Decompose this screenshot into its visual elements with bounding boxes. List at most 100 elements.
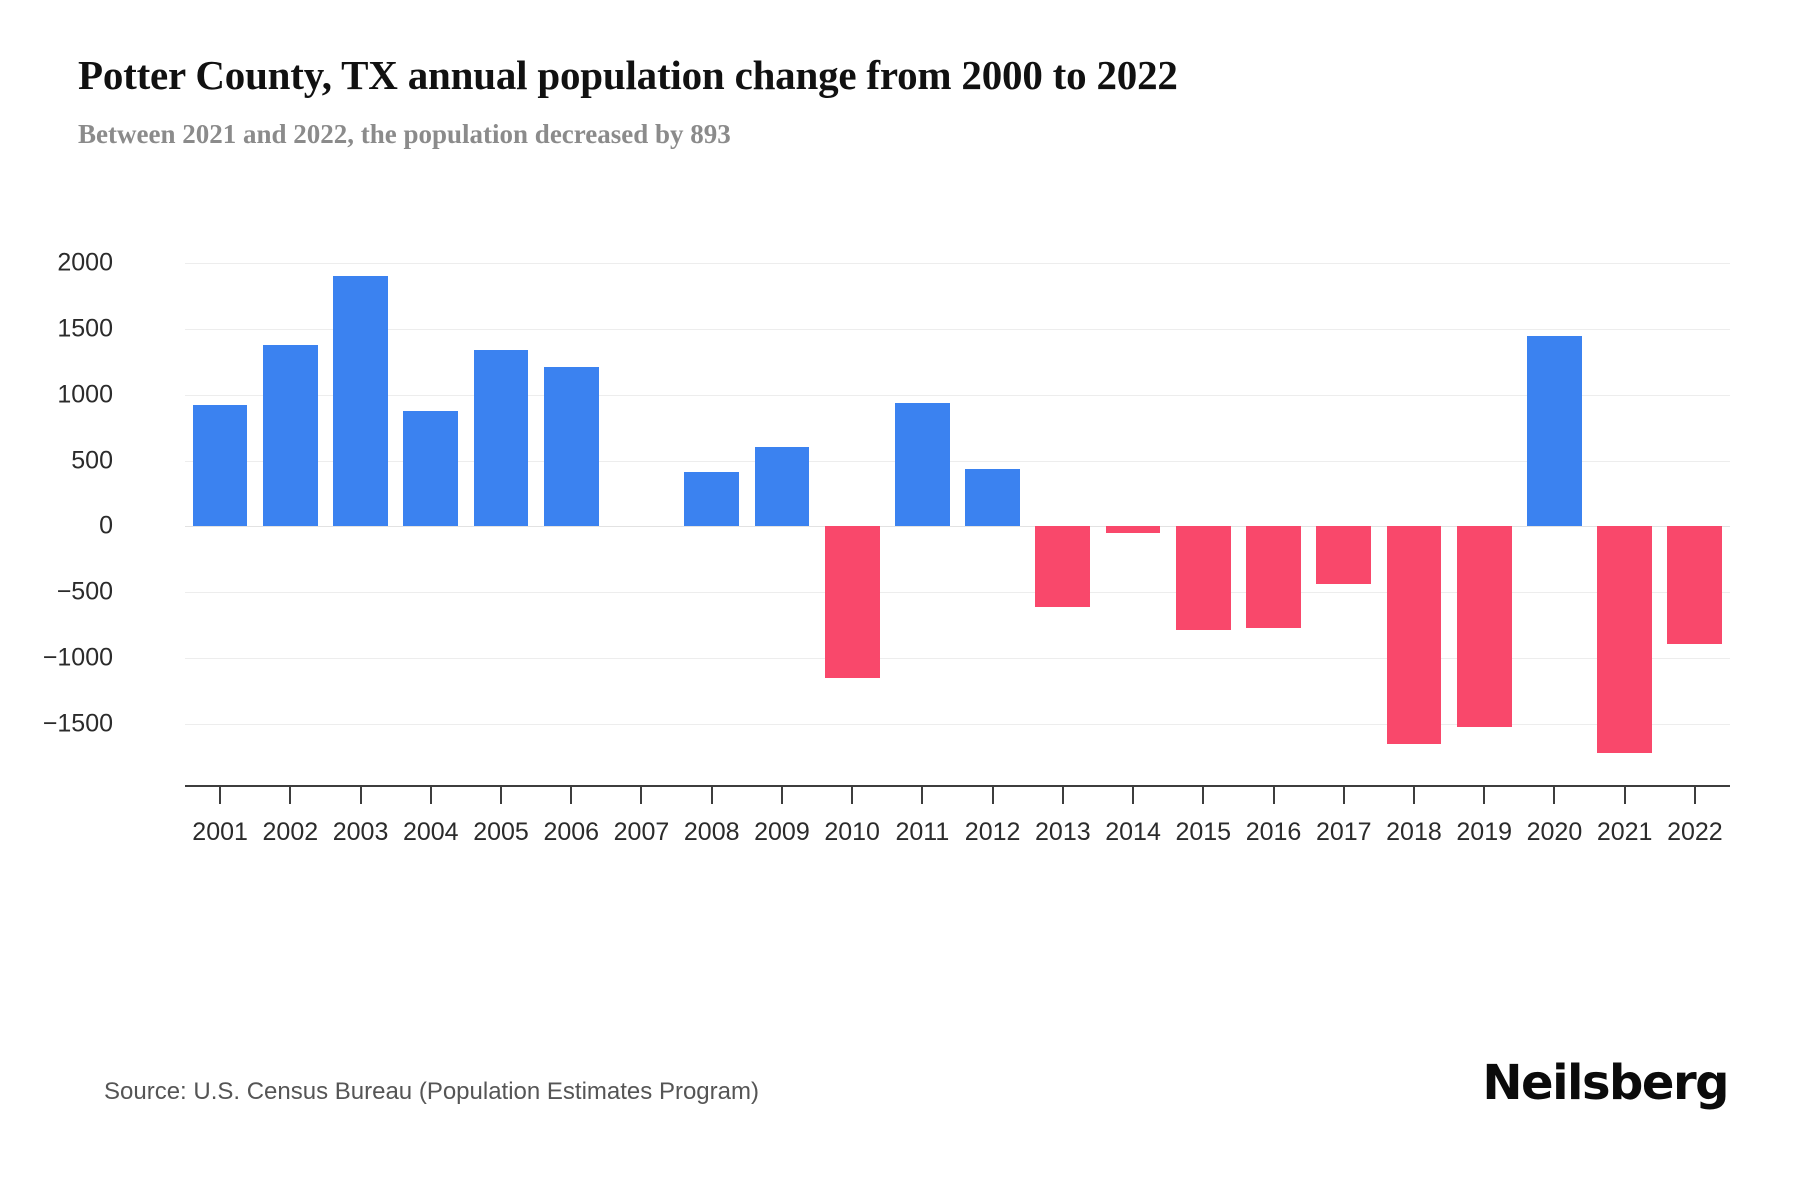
- bar-2013[interactable]: [1035, 526, 1091, 607]
- x-axis-tick: [991, 785, 994, 804]
- bar-slot[interactable]: [1309, 250, 1379, 770]
- x-axis-tick: [1623, 785, 1626, 804]
- bar-2010[interactable]: [824, 526, 880, 678]
- bar-slot[interactable]: [817, 250, 887, 770]
- bar-slot[interactable]: [536, 250, 606, 770]
- x-axis-tick: [1342, 785, 1345, 804]
- bar-slot[interactable]: [1028, 250, 1098, 770]
- y-axis-tick-label: 500: [71, 446, 113, 475]
- chart-subtitle: Between 2021 and 2022, the population de…: [78, 118, 731, 149]
- y-axis-tick-label: 0: [99, 511, 113, 540]
- x-axis-tick-label-2011: 2011: [895, 818, 950, 846]
- bar-2005[interactable]: [473, 350, 529, 527]
- bar-2009[interactable]: [754, 447, 810, 527]
- x-axis-tick: [1483, 785, 1486, 804]
- bar-2016[interactable]: [1246, 526, 1301, 628]
- bar-slot[interactable]: [887, 250, 957, 770]
- bar-slot[interactable]: [396, 250, 466, 770]
- x-axis-tick: [1272, 785, 1275, 804]
- y-axis-tick-label: −1000: [42, 643, 113, 672]
- x-axis-tick-label-2007: 2007: [613, 818, 670, 846]
- bar-slot[interactable]: [185, 250, 255, 770]
- bar-slot[interactable]: [1238, 250, 1308, 770]
- bar-2022[interactable]: [1667, 526, 1723, 644]
- x-axis-tick: [640, 785, 643, 804]
- x-axis-tick: [780, 785, 783, 804]
- bar-slot[interactable]: [958, 250, 1028, 770]
- bar-2012[interactable]: [965, 468, 1020, 527]
- x-axis-tick: [429, 785, 432, 804]
- bar-2017[interactable]: [1316, 526, 1372, 585]
- bar-slot[interactable]: [1519, 250, 1589, 770]
- bar-2002[interactable]: [262, 345, 318, 527]
- bar-2021[interactable]: [1597, 526, 1653, 753]
- x-axis-tick: [1412, 785, 1415, 804]
- x-axis-tick: [851, 785, 854, 804]
- x-axis-line: [185, 785, 1730, 787]
- bar-2006[interactable]: [543, 367, 599, 527]
- x-axis-labels: 2001 2002 2003 2004 2005 2006 2007 2008 2009 2010…: [185, 818, 1730, 858]
- bar-slot[interactable]: [1098, 250, 1168, 770]
- y-axis-tick-label: 1500: [57, 314, 113, 343]
- x-axis-tick: [289, 785, 292, 804]
- y-axis-tick-label: 1000: [57, 380, 113, 409]
- bar-slot[interactable]: [606, 250, 676, 770]
- x-axis-tick: [1132, 785, 1135, 804]
- page-title: Potter County, TX annual population chan…: [78, 52, 1178, 98]
- bar-2018[interactable]: [1386, 526, 1442, 744]
- bar-slot[interactable]: [1590, 250, 1660, 770]
- bar-2019[interactable]: [1456, 526, 1512, 727]
- x-axis-tick: [1693, 785, 1696, 804]
- x-axis-tick-label-2019: 2019: [1456, 818, 1513, 846]
- chart-header: Potter County, TX annual population chan…: [78, 52, 1728, 150]
- bar-2008[interactable]: [684, 471, 740, 527]
- x-axis-tick-label-2009: 2009: [754, 818, 810, 846]
- bar-slot[interactable]: [325, 250, 395, 770]
- bar-slot[interactable]: [466, 250, 536, 770]
- bar-2004[interactable]: [403, 411, 459, 527]
- y-axis-tick-label: −1500: [42, 709, 113, 738]
- bar-2020[interactable]: [1527, 335, 1582, 527]
- x-axis-tick-label-2012: 2012: [964, 818, 1021, 846]
- x-axis-tick-label-2005: 2005: [473, 818, 529, 846]
- x-axis-tick-label-2010: 2010: [824, 818, 880, 846]
- x-axis-tick-label-2014: 2014: [1105, 818, 1161, 846]
- bar-slot[interactable]: [677, 250, 747, 770]
- x-axis-tick: [1553, 785, 1556, 804]
- x-axis-tick: [710, 785, 713, 804]
- x-axis-tick-label-2013: 2013: [1035, 818, 1091, 846]
- x-axis-tick-label-2004: 2004: [402, 818, 459, 846]
- bar-2003[interactable]: [333, 275, 388, 527]
- bar-2001[interactable]: [192, 404, 248, 527]
- x-axis-tick-label-2008: 2008: [683, 818, 740, 846]
- x-axis-tick-label-2015: 2015: [1175, 818, 1232, 846]
- bar-slot[interactable]: [1168, 250, 1238, 770]
- x-axis-tick-label-2018: 2018: [1386, 818, 1442, 846]
- x-axis-tick: [570, 785, 573, 804]
- bar-2015[interactable]: [1175, 526, 1231, 631]
- x-axis-tick: [921, 785, 924, 804]
- bar-2014[interactable]: [1105, 526, 1161, 534]
- x-axis-tick-label-2020: 2020: [1526, 818, 1583, 846]
- bar-slot[interactable]: [1449, 250, 1519, 770]
- x-axis-tick: [359, 785, 362, 804]
- x-axis-tick-label-2006: 2006: [543, 818, 600, 846]
- brand-logo: Neilsberg: [1482, 1055, 1729, 1111]
- x-axis-tick-label-2022: 2022: [1667, 818, 1723, 846]
- bar-slot[interactable]: [1660, 250, 1730, 770]
- x-axis-tick-label-2017: 2017: [1315, 818, 1372, 846]
- x-axis-tick-label-2003: 2003: [332, 818, 389, 846]
- x-axis-ticks: [185, 785, 1730, 805]
- bars-layer: [185, 250, 1730, 770]
- x-axis-tick-label-2016: 2016: [1245, 818, 1302, 846]
- bar-slot[interactable]: [1379, 250, 1449, 770]
- bar-2011[interactable]: [894, 402, 950, 527]
- bar-slot[interactable]: [747, 250, 817, 770]
- x-axis-tick-label-2021: 2021: [1596, 818, 1653, 846]
- source-note: Source: U.S. Census Bureau (Population E…: [104, 1078, 759, 1105]
- bar-slot[interactable]: [255, 250, 325, 770]
- y-axis-tick-label: −500: [56, 577, 113, 606]
- x-axis-tick-label-2001: 2001: [192, 818, 248, 846]
- x-axis-tick: [1061, 785, 1064, 804]
